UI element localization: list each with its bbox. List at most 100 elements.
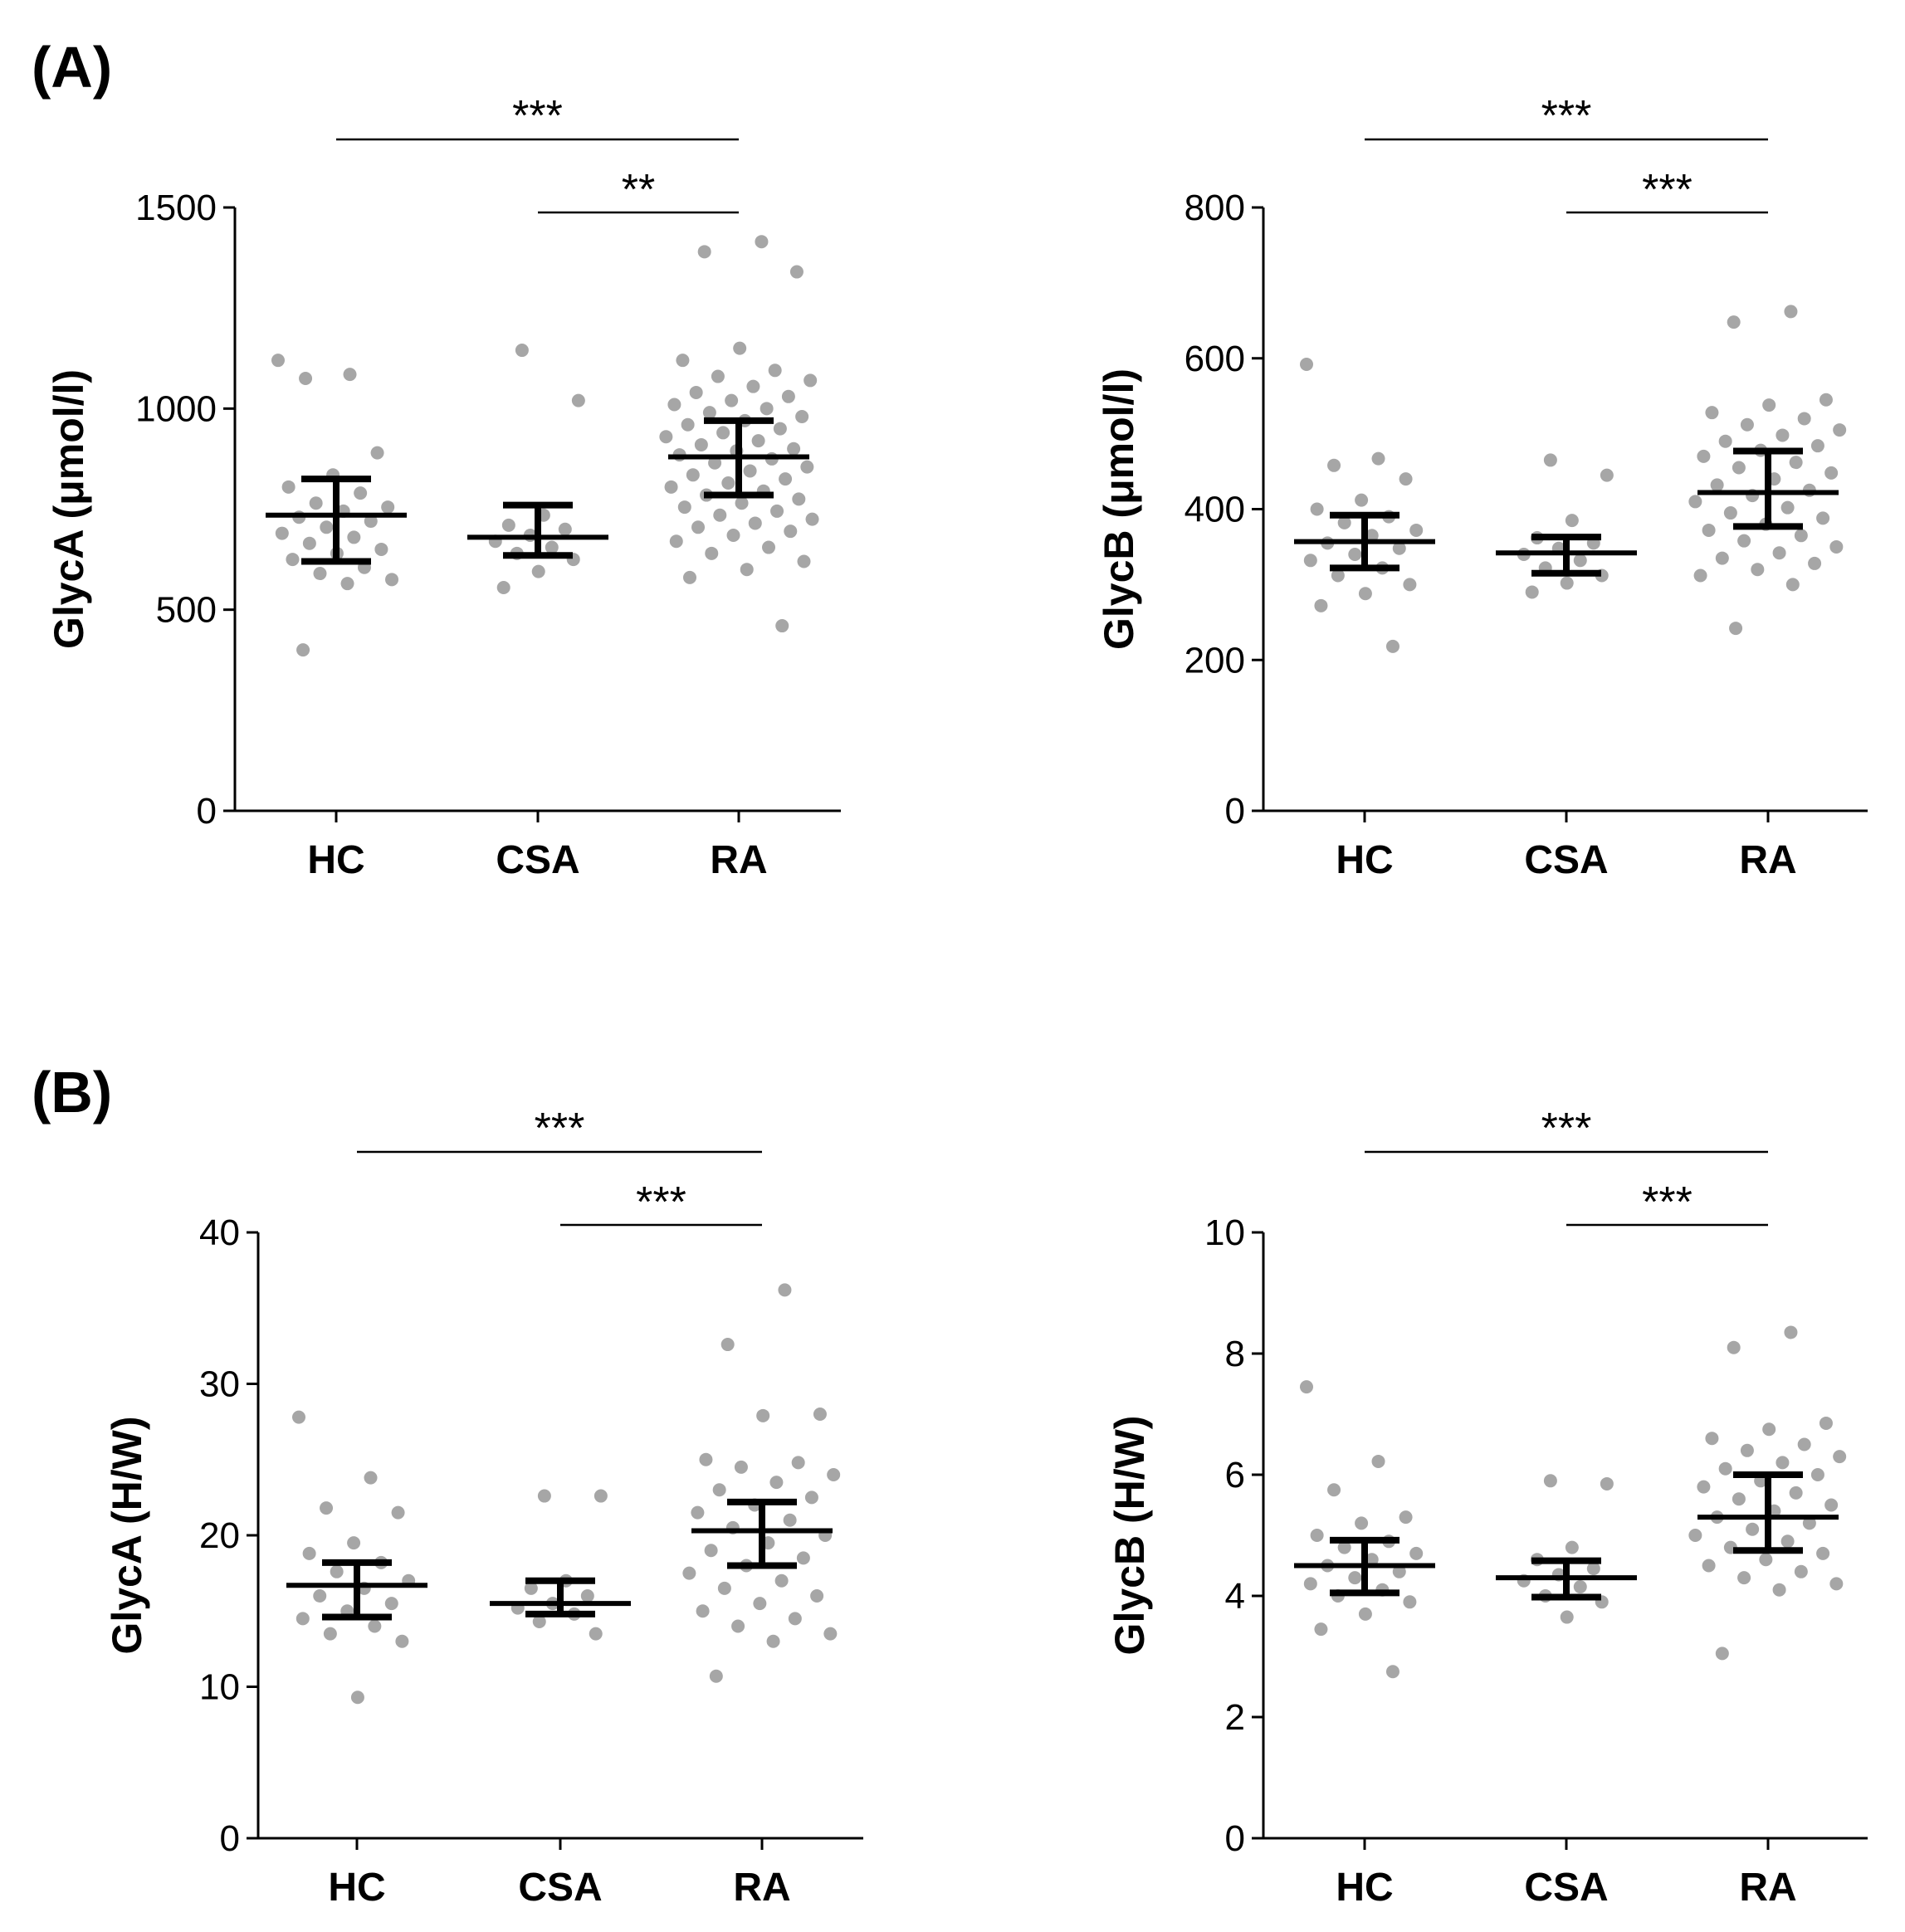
data-point [1337,515,1351,529]
x-category-label: CSA [1524,1866,1608,1910]
data-point [515,344,529,358]
data-point [1543,453,1557,467]
data-point [347,1536,361,1550]
data-point [368,1619,382,1633]
data-point [296,1612,310,1626]
y-tick-label: 0 [197,791,217,832]
data-point [1365,529,1379,543]
data-point [734,1460,748,1474]
data-point [769,1476,784,1490]
data-point [779,472,793,486]
data-point [1715,551,1729,565]
data-point [1776,1456,1790,1470]
data-point [1385,1665,1399,1679]
data-point [381,500,395,515]
significance-label: *** [1642,1178,1693,1227]
data-point [1403,1595,1417,1609]
data-point [792,492,806,506]
data-point [813,1408,827,1421]
data-point [787,442,801,456]
data-point [659,430,673,444]
data-point [385,573,399,587]
data-point [320,520,334,534]
data-point [1358,587,1372,601]
data-point [725,393,739,407]
x-category-label: RA [733,1866,790,1910]
data-point [755,235,769,249]
x-category-label: HC [307,838,364,882]
data-point [800,460,814,474]
y-tick-label: 10 [199,1667,240,1708]
significance-label: *** [1541,1105,1592,1153]
data-point [1300,358,1313,372]
data-point [313,1589,327,1603]
data-point [1816,1546,1830,1560]
data-point [796,1551,810,1565]
data-point [664,480,678,494]
data-point [1392,1564,1406,1578]
y-tick-label: 4 [1225,1576,1245,1617]
data-point [275,526,289,540]
y-tick-label: 1500 [135,188,217,228]
data-point [788,1612,802,1626]
y-tick-label: 500 [156,590,217,631]
data-point [1565,1540,1579,1554]
data-point [532,1615,546,1629]
data-point [804,373,818,388]
data-point [805,512,819,526]
data-point [531,564,545,578]
data-point [1403,578,1417,592]
data-point [1697,449,1711,463]
data-point [713,508,727,522]
data-point [783,1513,797,1527]
x-category-label: HC [328,1866,385,1910]
data-point [1327,458,1341,472]
data-point [1740,1443,1754,1457]
data-point [343,368,357,382]
data-point [1797,1437,1811,1451]
data-point [501,518,515,532]
data-point [1789,456,1803,470]
data-point [760,402,774,416]
y-tick-label: 800 [1185,188,1245,228]
data-point [677,500,691,515]
data-point [1399,472,1413,486]
data-point [370,446,384,460]
data-point [717,1581,731,1595]
data-point [347,530,361,544]
chart-3: 0 10 20 30 40 GlycA (H/W) HC CSA RA *** *** [104,1105,863,1910]
data-point [1727,315,1741,329]
data-point [797,554,811,568]
data-point [323,1627,337,1641]
data-point [1710,478,1724,492]
data-point [667,398,681,412]
data-point [784,524,798,539]
data-point [691,1505,705,1520]
data-point [1727,1340,1741,1354]
data-point [751,434,765,448]
data-point [735,496,749,510]
data-point [292,1410,305,1424]
data-point [1702,523,1716,537]
data-point [1560,576,1574,590]
data-point [716,426,730,440]
significance-label: ** [622,166,655,214]
y-tick-label: 6 [1225,1455,1245,1495]
y-axis-title: GlycB (μmol/l) [1096,368,1142,650]
data-point [1409,523,1424,537]
data-point [1746,1522,1760,1536]
data-point [391,1505,405,1520]
data-point [748,516,762,530]
data-point [1705,406,1719,420]
data-point [781,389,795,403]
x-category-label: RA [710,838,767,882]
data-point [669,534,683,549]
data-point [708,456,722,470]
data-point [1348,1571,1362,1585]
data-point [1833,1450,1847,1464]
data-point [1762,1422,1776,1437]
x-category-label: CSA [518,1866,602,1910]
data-point [1829,1577,1844,1591]
data-point [791,1456,805,1470]
